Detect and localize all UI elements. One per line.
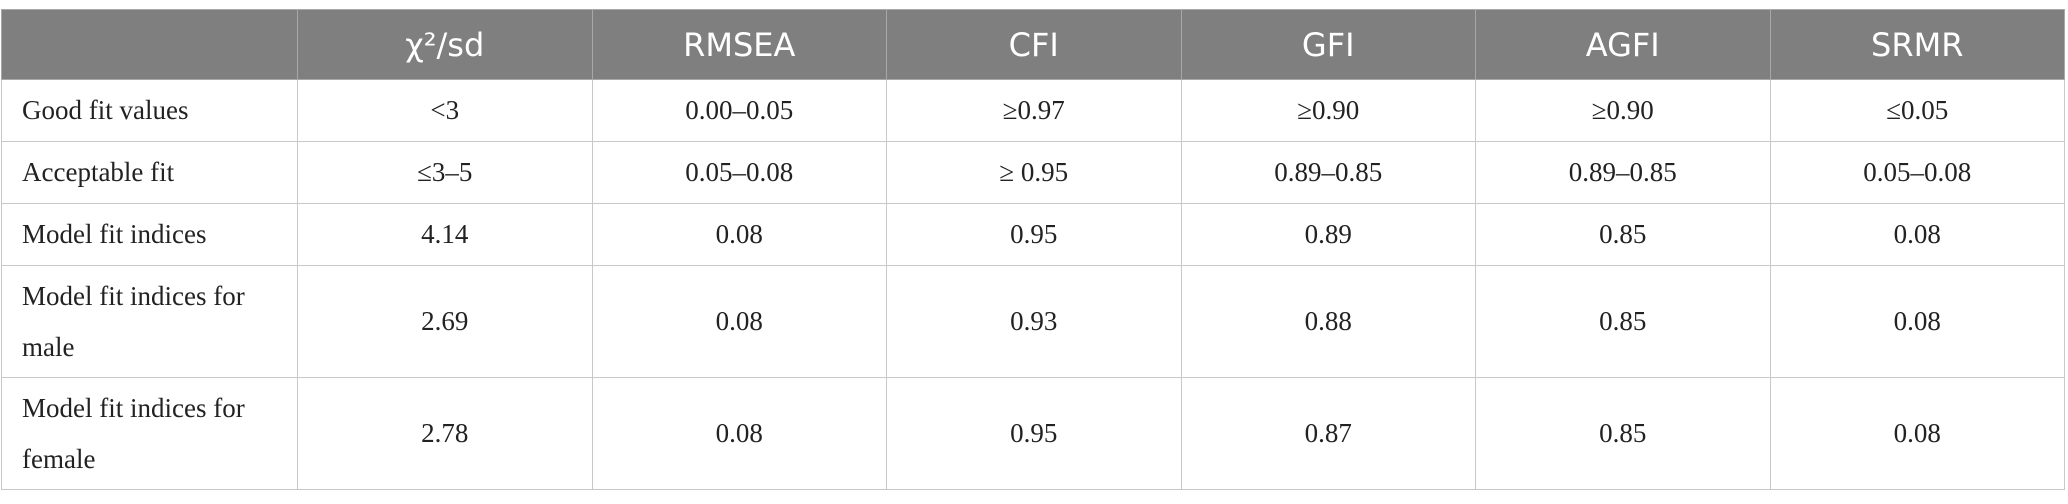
table-cell: 0.95 <box>886 377 1182 490</box>
table-cell: 0.89–0.85 <box>1475 141 1771 204</box>
header-cell: SRMR <box>1769 9 2065 80</box>
table-cell: 0.05–0.08 <box>591 141 887 204</box>
table-cell: 0.87 <box>1180 377 1476 490</box>
table-cell: 0.08 <box>591 265 887 378</box>
fit-indices-table: χ²/sd RMSEA CFI GFI AGFI SRMR Good fit values… <box>1 9 2065 490</box>
table-cell: 0.93 <box>886 265 1182 378</box>
table-cell: ≥0.90 <box>1475 79 1771 142</box>
header-row: χ²/sd RMSEA CFI GFI AGFI SRMR <box>1 9 2065 80</box>
header-cell: GFI <box>1180 9 1476 80</box>
table-cell: 0.08 <box>1769 377 2065 490</box>
table-cell: 0.00–0.05 <box>591 79 887 142</box>
header-cell: AGFI <box>1475 9 1771 80</box>
header-cell <box>1 9 298 80</box>
table-cell: <3 <box>297 79 593 142</box>
row-label: Model fit indices for male <box>1 265 298 378</box>
table-cell: 2.78 <box>297 377 593 490</box>
table-row: Acceptable fit ≤3–5 0.05–0.08 ≥ 0.95 0.89–0.… <box>1 141 2065 204</box>
table-cell: ≤0.05 <box>1769 79 2065 142</box>
table-cell: 0.08 <box>591 377 887 490</box>
table-cell: 0.85 <box>1475 203 1771 266</box>
row-label: Model fit indices <box>1 203 298 266</box>
row-label: Good fit values <box>1 79 298 142</box>
header-cell: CFI <box>886 9 1182 80</box>
table-cell: 0.85 <box>1475 377 1771 490</box>
table-cell: 0.89–0.85 <box>1180 141 1476 204</box>
table-cell: 0.88 <box>1180 265 1476 378</box>
header-cell: RMSEA <box>591 9 887 80</box>
row-label: Model fit indices for female <box>1 377 298 490</box>
table-cell: 0.08 <box>591 203 887 266</box>
table-row: Model fit indices 4.14 0.08 0.95 0.89 0.85 0.0… <box>1 203 2065 266</box>
table-row: Model fit indices for male 2.69 0.08 0.93 0.… <box>1 265 2065 378</box>
table-row: Good fit values <3 0.00–0.05 ≥0.97 ≥0.90 ≥0.9… <box>1 79 2065 142</box>
table-cell: ≥ 0.95 <box>886 141 1182 204</box>
table-cell: 0.05–0.08 <box>1769 141 2065 204</box>
table-row: Model fit indices for female 2.78 0.08 0.95… <box>1 377 2065 490</box>
table-cell: 0.08 <box>1769 265 2065 378</box>
table-cell: 0.85 <box>1475 265 1771 378</box>
table-cell: 0.08 <box>1769 203 2065 266</box>
table-cell: ≥0.90 <box>1180 79 1476 142</box>
table-cell: 0.89 <box>1180 203 1476 266</box>
table-cell: 4.14 <box>297 203 593 266</box>
row-label: Acceptable fit <box>1 141 298 204</box>
table-cell: 0.95 <box>886 203 1182 266</box>
table-cell: ≥0.97 <box>886 79 1182 142</box>
table-cell: 2.69 <box>297 265 593 378</box>
table-cell: ≤3–5 <box>297 141 593 204</box>
header-cell: χ²/sd <box>297 9 593 80</box>
